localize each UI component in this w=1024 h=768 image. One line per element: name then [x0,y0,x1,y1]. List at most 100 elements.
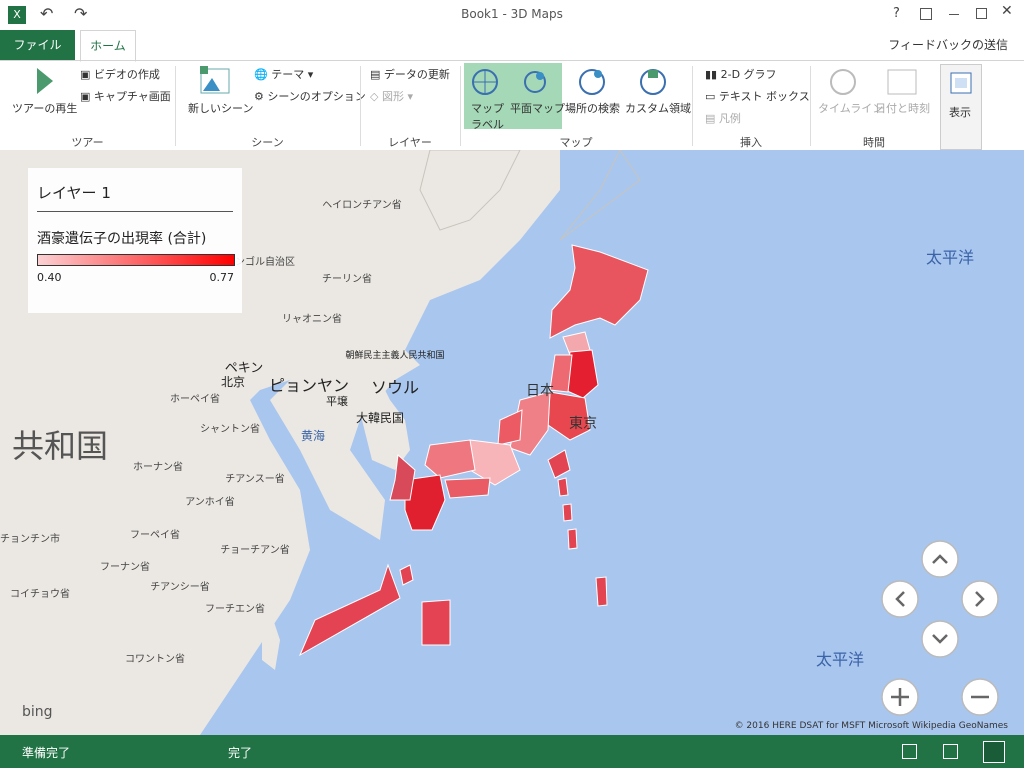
window-title: Book1 - 3D Maps [461,7,563,21]
map-label: ホーナン省 [133,460,183,473]
map-label: フーチエン省 [205,602,265,615]
button-text: ラベル [471,118,504,131]
button-text: テーマ [271,68,305,81]
region [399,564,414,586]
legend-gradient [37,254,235,266]
region [497,409,523,446]
map-label: 黄海 [301,428,325,443]
button-label[interactable]: カスタム領域 [625,102,691,115]
map-label: リャオニン省 [282,312,342,325]
help[interactable]: ? [893,6,900,21]
status-done: 完了 [228,746,253,760]
button-text: テキスト ボックス [718,90,810,103]
map-label: ペキン [225,361,264,376]
separator [460,66,461,146]
nav-down[interactable] [921,620,959,658]
region [424,439,476,479]
region [567,528,578,550]
map-label: 朝鮮民主主義人民共和国 [345,349,444,361]
map-label: ピョンヤン [269,376,349,395]
nav-left[interactable] [881,580,919,618]
map-label: チアンスー省 [225,472,284,485]
show-icon [950,72,972,94]
view-button[interactable] [902,744,917,759]
nav-up[interactable] [921,540,959,578]
redo[interactable]: ↷ [74,4,88,23]
play-icon [37,68,53,94]
legend-min: 0.40 [37,271,62,284]
close[interactable]: ✕ [1001,3,1013,19]
maximize[interactable] [976,8,987,19]
taiwan [262,610,280,670]
selected-highlight [464,63,562,129]
legend-rule [37,211,233,212]
button-label[interactable]: ツアーの再生 [12,102,78,115]
map-label: チアンシー省 [150,580,210,593]
region [404,474,446,531]
ribbon-options[interactable] [920,8,932,20]
button-label[interactable]: ▮▮ 2-D グラフ [705,68,777,81]
home-tab[interactable]: ホーム [80,30,136,62]
korea-south [362,380,410,470]
button-text: 凡例 [718,112,741,125]
button-label[interactable]: ⚙ シーンのオプション [254,90,366,103]
region [549,244,649,339]
minimize[interactable] [949,14,959,15]
button-label[interactable]: ▤ 凡例 [705,112,741,125]
button-label[interactable]: 平面マップ [510,102,565,115]
button-text: 2-D グラフ [720,68,777,81]
button-text: データの更新 [383,68,450,81]
map-label: チーリン省 [322,272,372,285]
button-label[interactable]: ▤ データの更新 [370,68,450,81]
button-text: マップ [471,102,504,115]
button-text: 図形 [381,90,404,103]
undo[interactable]: ↶ [40,4,54,23]
button-label[interactable]: マップ ラベル [471,100,504,132]
map-icons [472,69,666,95]
map-label: 共和国 [12,427,108,465]
button-text: シーンのオプション [267,90,366,103]
map-label: フーペイ省 [130,528,180,541]
button-label[interactable]: 新しいシーン [188,102,254,115]
region [389,453,416,501]
button-label[interactable]: タイムライン [818,102,884,115]
group-label: シーン [251,136,284,149]
map-label: 東京 [569,416,597,432]
feedback[interactable]: フィードバックの送信 [888,38,1008,52]
button-text: キャプチャ画面 [93,90,171,103]
map-label: 平壌 [326,395,348,408]
region [595,576,608,607]
button-label[interactable]: ▭ テキスト ボックス [705,90,810,103]
button-label[interactable]: 🌐 テーマ ▾ [254,68,314,81]
map-label: ヘイロンチアン省 [322,198,402,211]
map-label: 大韓民国 [356,411,404,425]
legend: レイヤー 1 酒豪遺伝子の出現率 (合計) 0.40 0.77 [28,168,242,313]
group-label: ツアー [71,136,104,149]
region [444,477,491,499]
credits: © 2016 HERE DSAT for MSFT Microsoft Wiki… [735,721,1009,731]
button-text: ビデオの作成 [93,68,160,81]
button-label[interactable]: 場所の検索 [565,102,620,115]
tab-bar: ファイル ホーム フィードバックの送信 [0,30,1024,62]
nav-controls [881,540,999,716]
button-label[interactable]: ◇ 図形 ▾ [370,90,413,103]
map-label-layer: 太平洋太平洋共和国ヘイロンチアン省チーリン省リャオニン省内モンゴル自治区ペキン北… [0,198,974,669]
button-label[interactable]: 表示 [949,106,971,119]
status-ready: 準備完了 [22,746,71,760]
nav-right[interactable] [961,580,999,618]
button-label[interactable]: ▣ キャプチャ画面 [80,90,171,103]
attribution: bing © 2016 HERE DSAT for MSFT Microsoft… [22,704,1008,731]
map-label: 太平洋 [926,248,974,267]
view-button[interactable] [983,741,1005,763]
file-tab[interactable]: ファイル [0,30,75,60]
view-button[interactable] [943,744,958,759]
region [549,354,573,393]
group-label: マップ [559,136,593,149]
button-label[interactable]: ▣ ビデオの作成 [80,68,160,81]
map-label: 北京 [221,375,245,389]
region [547,449,571,479]
map-label: チョーチアン省 [220,543,290,556]
scene-icon [200,66,230,94]
borders [419,150,641,241]
button-label[interactable]: 日付と時刻 [875,102,930,115]
